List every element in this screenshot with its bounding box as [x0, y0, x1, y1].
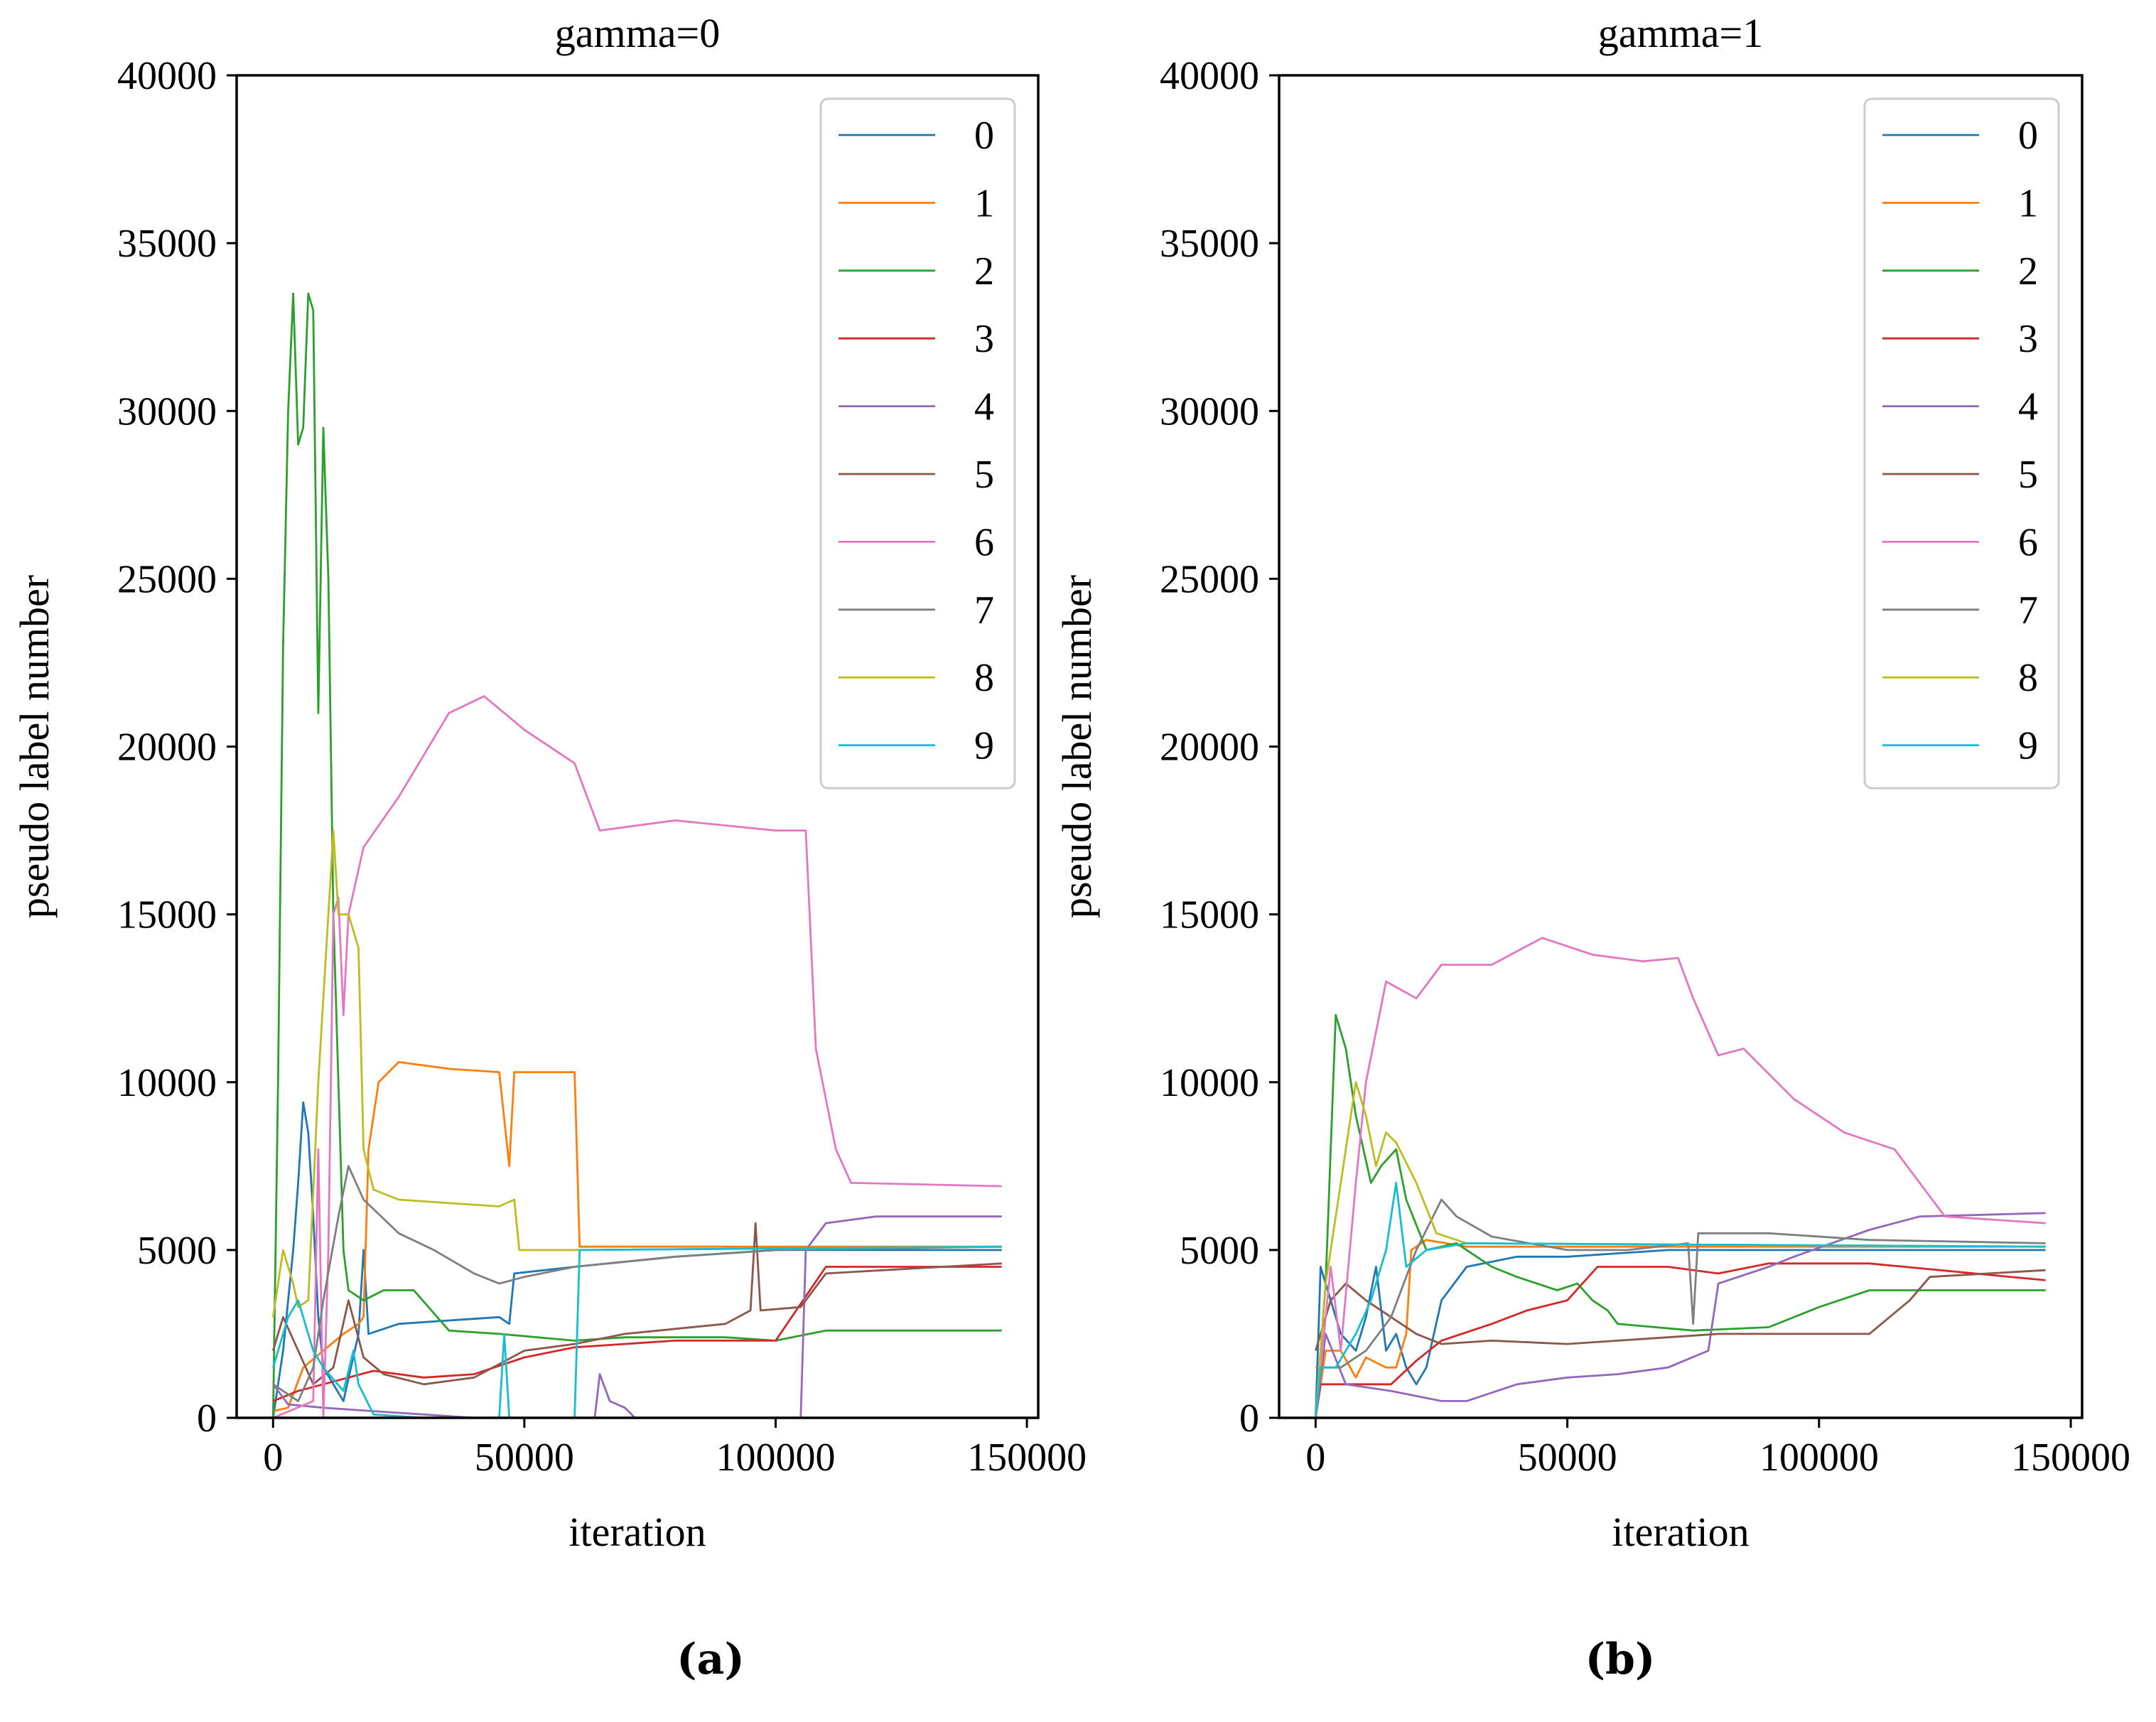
- y-tick-label: 30000: [117, 389, 217, 434]
- y-tick-label: 35000: [1160, 222, 1259, 266]
- x-tick-label: 100000: [716, 1436, 835, 1480]
- legend-label-6: 6: [2018, 520, 2038, 564]
- series-line-0: [1315, 1249, 2046, 1418]
- y-axis-label: pseudo label number: [11, 575, 58, 918]
- legend-label-1: 1: [974, 181, 994, 225]
- chart-panel-1: 0 50000 100000 1500000500010000150002000025…: [1054, 10, 2130, 1555]
- legend-label-3: 3: [2018, 317, 2038, 361]
- legend-label-5: 5: [2018, 453, 2038, 497]
- x-tick-label: 150000: [2011, 1436, 2130, 1480]
- x-axis-label: iteration: [1612, 1509, 1749, 1555]
- series-group: [271, 292, 1002, 1418]
- legend-label-9: 9: [2018, 724, 2038, 768]
- series-line-7: [1315, 1198, 2046, 1369]
- series-group: [1315, 937, 2046, 1418]
- caption-b-text: (b): [1585, 1635, 1656, 1684]
- series-line-9: [271, 1245, 1002, 1418]
- legend-label-2: 2: [974, 249, 994, 294]
- caption-a: (a): [640, 1635, 782, 1684]
- y-tick-label: 40000: [117, 54, 217, 98]
- series-line-4: [1315, 1212, 2046, 1418]
- legend-label-6: 6: [974, 520, 994, 564]
- legend-label-7: 7: [974, 588, 994, 633]
- legend-label-0: 0: [974, 114, 994, 158]
- series-line-4: [272, 1215, 1002, 1418]
- y-axis-label: pseudo label number: [1054, 575, 1100, 918]
- x-tick-label: 0: [263, 1436, 283, 1480]
- legend-label-1: 1: [2018, 181, 2038, 225]
- y-tick-label: 5000: [137, 1229, 217, 1273]
- series-line-2: [271, 292, 1002, 1418]
- x-tick-label: 100000: [1759, 1436, 1879, 1480]
- y-tick-label: 0: [197, 1397, 217, 1441]
- caption-b: (b): [1549, 1635, 1691, 1684]
- y-tick-label: 5000: [1180, 1229, 1259, 1273]
- y-tick-label: 35000: [117, 222, 217, 266]
- y-tick-label: 10000: [1160, 1061, 1259, 1105]
- series-line-1: [1315, 1239, 2046, 1418]
- x-tick-label: 50000: [475, 1436, 574, 1480]
- series-line-6: [1315, 937, 2046, 1418]
- legend-label-8: 8: [2018, 656, 2038, 700]
- y-tick-label: 30000: [1160, 389, 1259, 434]
- series-line-3: [272, 1266, 1002, 1402]
- series-line-7: [272, 1165, 1002, 1402]
- y-tick-label: 15000: [1160, 893, 1259, 937]
- y-tick-label: 20000: [1160, 726, 1259, 770]
- series-line-1: [272, 1061, 1002, 1412]
- legend-label-8: 8: [974, 656, 994, 700]
- series-line-3: [1315, 1262, 2046, 1418]
- chart-title: gamma=1: [1598, 10, 1763, 56]
- legend-label-4: 4: [974, 385, 994, 429]
- y-tick-label: 10000: [117, 1061, 217, 1105]
- y-tick-label: 0: [1239, 1397, 1259, 1441]
- x-tick-label: 50000: [1518, 1436, 1617, 1480]
- y-tick-label: 20000: [117, 726, 217, 770]
- legend-label-2: 2: [2018, 249, 2038, 294]
- series-line-9: [1315, 1182, 2046, 1418]
- series-line-6: [272, 695, 1002, 1418]
- series-line-5: [271, 1222, 1002, 1386]
- series-line-8: [271, 829, 1002, 1318]
- x-tick-label: 0: [1305, 1436, 1325, 1480]
- series-line-0: [271, 1101, 1002, 1418]
- y-tick-label: 15000: [117, 893, 217, 937]
- series-line-5: [1315, 1269, 2046, 1351]
- legend-label-3: 3: [974, 317, 994, 361]
- x-tick-label: 150000: [967, 1436, 1087, 1480]
- legend-label-5: 5: [974, 453, 994, 497]
- x-axis-label: iteration: [568, 1509, 706, 1555]
- legend: 0 1 2 3 4 5 6 7 8 9: [1863, 97, 2060, 790]
- legend-label-9: 9: [974, 724, 994, 768]
- y-tick-label: 25000: [1160, 557, 1259, 601]
- legend-label-7: 7: [2018, 588, 2038, 633]
- chart-title: gamma=0: [555, 10, 720, 56]
- y-tick-label: 25000: [117, 557, 217, 601]
- y-tick-label: 40000: [1160, 54, 1259, 98]
- caption-a-text: (a): [677, 1635, 745, 1684]
- chart-panel-0: 0 50000 100000 1500000500010000150002000025…: [11, 10, 1087, 1555]
- legend: 0 1 2 3 4 5 6 7 8 9: [819, 97, 1016, 790]
- series-line-2: [1315, 1013, 2046, 1418]
- legend-label-0: 0: [2018, 114, 2038, 158]
- legend-label-4: 4: [2018, 385, 2038, 429]
- series-line-8: [1315, 1081, 2046, 1418]
